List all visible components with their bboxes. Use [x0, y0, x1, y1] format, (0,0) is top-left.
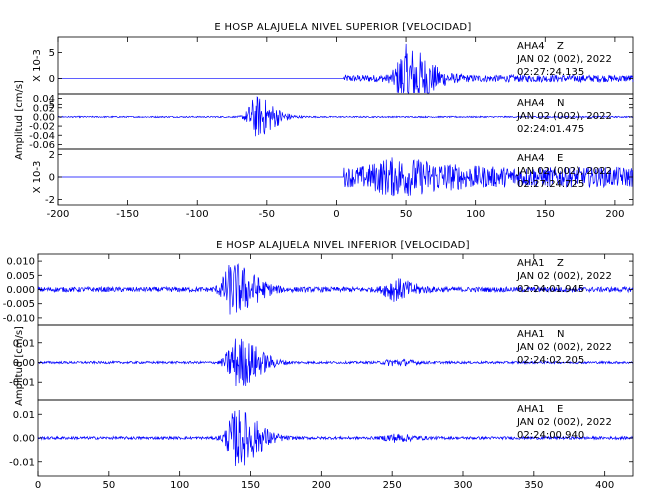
- component-label: E: [557, 153, 563, 164]
- start-time-label: 02:24:00.940: [517, 430, 584, 441]
- date-label: JAN 02 (002), 2022: [516, 111, 612, 122]
- x-tick-label: -100: [186, 209, 209, 220]
- x-tick-label: 350: [524, 480, 543, 491]
- x-tick-label: -150: [116, 209, 139, 220]
- y-tick-label: -5: [45, 100, 55, 111]
- waveform-line: [58, 157, 634, 197]
- y-tick-label: 0.01: [13, 410, 35, 421]
- waveform-line: [58, 43, 634, 94]
- chart-nivel-inferior: E HOSP ALAJUELA NIVEL INFERIOR [VELOCIDA…: [3, 240, 634, 491]
- x-tick-label: 250: [383, 480, 402, 491]
- chart-title: E HOSP ALAJUELA NIVEL INFERIOR [VELOCIDA…: [216, 240, 470, 251]
- y-tick-label: -0.02: [29, 122, 55, 133]
- x-tick-label: 150: [241, 480, 260, 491]
- trace-panel-aha4-e: 2 0 -2X 10-3 AHA4 E JAN 02 (002), 2022 02:27:2…: [32, 148, 634, 206]
- trace-panel-aha4-n: 0.040.020.00-0.02-0.04-0.06 AHA4 N JAN 02 (…: [29, 93, 634, 151]
- x-tick-label: 200: [312, 480, 331, 491]
- x-tick-label: 50: [400, 209, 413, 220]
- component-label: N: [557, 329, 564, 340]
- y-tick-label: 0.00: [33, 112, 55, 123]
- y-tick-label: 0.010: [6, 257, 35, 268]
- start-time-label: 02:24:02.205: [517, 355, 584, 366]
- x-tick-label: 300: [453, 480, 472, 491]
- component-label: N: [557, 98, 564, 109]
- date-label: JAN 02 (002), 2022: [516, 271, 612, 282]
- date-label: JAN 02 (002), 2022: [516, 417, 612, 428]
- station-label: AHA1: [517, 258, 545, 269]
- date-label: JAN 02 (002), 2022: [516, 342, 612, 353]
- y-tick-label: 2: [49, 150, 55, 161]
- y-axis-label: Amplitud [cm/s]: [14, 80, 25, 160]
- y-tick-label: -0.06: [29, 140, 55, 151]
- x-tick-label: 50: [102, 480, 115, 491]
- trace-panel-aha1-e: 0.01 0.00 -0.01 AHA1 E JAN 02 (002), 2022 02:2…: [9, 399, 634, 477]
- y-tick-label: 0.04: [33, 94, 55, 105]
- x-tick-label: 150: [536, 209, 555, 220]
- station-label: AHA4: [517, 153, 545, 164]
- start-time-label: 02:27:24.725: [517, 179, 584, 190]
- waveform-line: [57, 96, 634, 137]
- panel-frame: [57, 36, 634, 95]
- y-scale-label: X 10-3: [32, 49, 43, 82]
- y-tick-label: 0.02: [33, 103, 55, 114]
- y-tick-label: -0.01: [9, 378, 35, 389]
- y-tick-label: -2: [45, 195, 55, 206]
- station-label: AHA1: [517, 329, 545, 340]
- waveform-line: [37, 410, 634, 466]
- x-tick-label: 100: [170, 480, 189, 491]
- y-tick-label: 5: [49, 48, 55, 59]
- start-time-label: 02:27:24.135: [517, 67, 584, 78]
- component-label: E: [557, 404, 563, 415]
- x-tick-label: 200: [605, 209, 624, 220]
- date-label: JAN 02 (002), 2022: [516, 166, 612, 177]
- x-tick-label: 400: [595, 480, 614, 491]
- y-tick-label: 0.00: [13, 434, 35, 445]
- y-tick-label: 0.01: [13, 338, 35, 349]
- trace-panel-aha1-z: 0.010 0.005 0.000 -0.005 -0.010 AHA1 Z JAN 02 (…: [3, 253, 634, 326]
- y-tick-label: 0: [49, 74, 55, 85]
- y-tick-label: -0.04: [29, 131, 55, 142]
- component-label: Z: [557, 41, 564, 52]
- trace-panel-aha1-n: 0.01 0.00 -0.01 AHA1 N JAN 02 (002), 2022 02:2…: [9, 324, 634, 401]
- x-tick-label: 100: [466, 209, 485, 220]
- chart-nivel-superior: E HOSP ALAJUELA NIVEL SUPERIOR [VELOCIDA…: [14, 22, 634, 220]
- y-axis-label: Amplitud [cm/s]: [14, 326, 25, 406]
- x-tick-label: 0: [333, 209, 339, 220]
- x-tick-label: -200: [47, 209, 70, 220]
- y-tick-label: 0.005: [6, 271, 35, 282]
- station-label: AHA4: [517, 41, 545, 52]
- y-scale-label: X 10-3: [32, 161, 43, 194]
- chart-title: E HOSP ALAJUELA NIVEL SUPERIOR [VELOCIDA…: [214, 22, 471, 33]
- start-time-label: 02:24:01.945: [517, 284, 584, 295]
- waveform-line: [37, 263, 634, 315]
- station-label: AHA1: [517, 404, 545, 415]
- y-tick-label: 0.00: [13, 358, 35, 369]
- date-label: JAN 02 (002), 2022: [516, 54, 612, 65]
- y-tick-label: 0.000: [6, 285, 35, 296]
- waveform-line: [37, 338, 634, 387]
- y-tick-label: -0.01: [9, 457, 35, 468]
- x-tick-label: -50: [259, 209, 275, 220]
- y-tick-label: -0.010: [3, 313, 35, 324]
- start-time-label: 02:24:01.475: [517, 124, 584, 135]
- component-label: Z: [557, 258, 564, 269]
- x-tick-label: 0: [35, 480, 41, 491]
- station-label: AHA4: [517, 98, 545, 109]
- y-tick-label: 0: [49, 173, 55, 184]
- y-tick-label: -0.005: [3, 299, 35, 310]
